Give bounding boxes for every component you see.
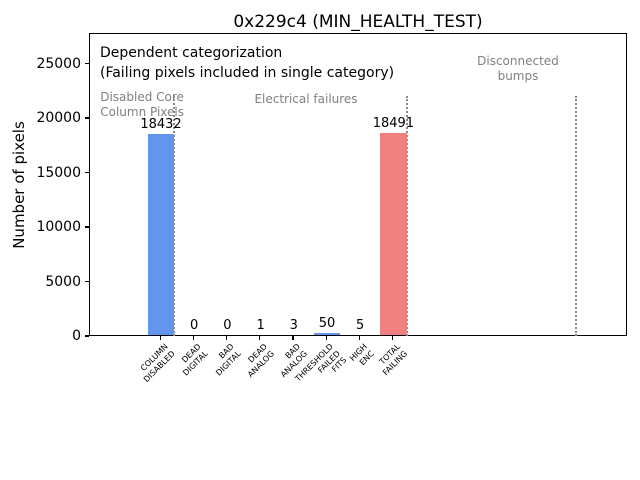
y-tick: [85, 226, 89, 228]
annotation-note-line2: (Failing pixels included in single categ…: [100, 64, 395, 81]
y-tick-label: 10000: [36, 219, 81, 235]
x-tick: [259, 336, 261, 340]
bar: [147, 134, 175, 335]
x-tick-label: TOTAL FAILING: [377, 342, 409, 377]
x-tick-label: DEAD ANALOG: [245, 342, 276, 379]
y-tick-label: 25000: [36, 55, 81, 72]
x-tick: [391, 336, 394, 340]
y-tick-label: 0: [72, 328, 81, 344]
bar: [380, 133, 407, 335]
y-tick-label: 15000: [36, 164, 81, 181]
bar: [313, 333, 341, 335]
bar-value-label: 50: [318, 316, 336, 331]
region-label: Disconnected bumps: [477, 54, 559, 83]
y-tick: [85, 335, 89, 337]
plot-area: Dependent categorization (Failing pixels…: [89, 33, 627, 336]
bar-value-label: 1: [256, 318, 265, 333]
y-tick-label: 5000: [45, 273, 81, 290]
y-tick: [85, 117, 89, 119]
category-separator-line: [574, 96, 577, 336]
x-tick: [292, 336, 294, 340]
region-label: Disabled Core Column Pixels: [100, 90, 184, 119]
x-tick: [192, 336, 195, 340]
bar-value-label: 5: [356, 317, 365, 333]
x-tick: [325, 336, 327, 340]
bar-value-label: 3: [289, 317, 298, 333]
category-separator-line: [405, 96, 408, 336]
bar-value-label: 18432: [140, 117, 182, 133]
annotation-note: Dependent categorization (Failing pixels…: [100, 44, 394, 83]
y-tick: [85, 62, 89, 65]
x-tick: [159, 336, 161, 340]
x-tick-label: BAD DIGITAL: [214, 342, 243, 378]
region-label: Electrical failures: [254, 92, 358, 106]
x-tick-label: COLUMN DISABLED: [138, 342, 177, 384]
x-tick: [225, 336, 228, 340]
bar-value-label: 0: [223, 318, 232, 333]
x-tick: [358, 336, 361, 340]
y-tick: [85, 280, 89, 283]
x-tick-label: DEAD DIGITAL: [180, 342, 210, 378]
annotation-note-line1: Dependent categorization: [100, 45, 283, 61]
y-tick-label: 20000: [36, 110, 81, 126]
bar-value-label: 18491: [372, 116, 415, 132]
y-tick: [85, 171, 89, 174]
chart-title: 0x229c4 (MIN_HEALTH_TEST): [233, 12, 483, 32]
x-tick-label: HIGH ENC: [347, 342, 376, 367]
bar-value-label: 0: [190, 318, 199, 333]
